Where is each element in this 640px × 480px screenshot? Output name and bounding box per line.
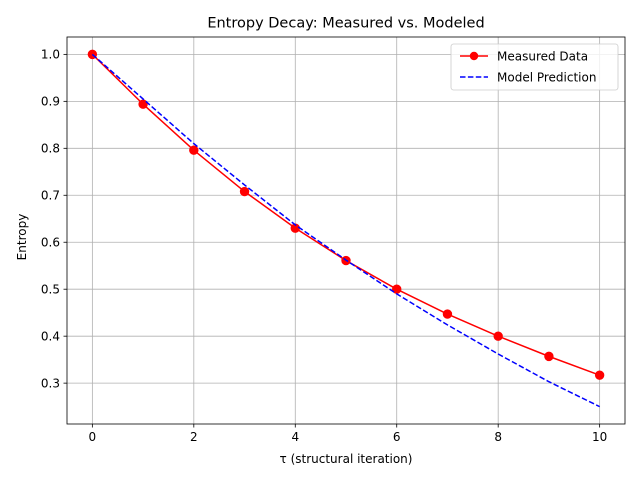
x-tick-label: 6 [393, 430, 401, 444]
measured-data-legend-marker [469, 51, 479, 61]
y-axis-label: Entropy [15, 214, 29, 261]
model-prediction-legend-label: Model Prediction [497, 70, 596, 84]
axes-frame [66, 36, 626, 425]
x-axis-ticks: 0 2 4 6 8 10 [89, 424, 607, 444]
x-tick-label: 0 [89, 430, 97, 444]
y-tick-label: 0.8 [41, 142, 60, 156]
y-tick-label: 0.7 [41, 188, 60, 202]
chart-title: Entropy Decay: Measured vs. Modeled [207, 16, 484, 32]
y-tick-label: 1.0 [41, 48, 60, 62]
measured-data-point [442, 309, 453, 319]
y-tick-label: 0.5 [41, 282, 60, 296]
model-prediction-line [91, 53, 600, 408]
y-tick-label: 0.3 [41, 376, 60, 390]
measured-data-point [594, 370, 605, 380]
measured-data-point [544, 351, 554, 362]
y-tick-label: 0.6 [41, 235, 60, 249]
measured-data-legend-label: Measured Data [497, 49, 588, 63]
x-tick-label: 8 [494, 430, 502, 444]
x-tick-label: 2 [190, 430, 198, 444]
x-tick-label: 10 [592, 430, 607, 444]
y-tick-label: 0.4 [41, 329, 60, 343]
legend-box [450, 43, 619, 91]
y-tick-label: 0.9 [41, 95, 60, 109]
measured-data-point [493, 331, 503, 341]
measured-data-point [189, 145, 199, 155]
series-layer [87, 49, 605, 408]
x-axis-label: τ (structural iteration) [280, 452, 413, 466]
y-axis-ticks: 0.3 0.4 0.5 0.6 0.7 0.8 0.9 1.0 [41, 48, 67, 390]
x-tick-label: 4 [291, 430, 299, 444]
measured-data-point [239, 186, 250, 197]
legend: Measured Data Model Prediction [450, 43, 619, 91]
